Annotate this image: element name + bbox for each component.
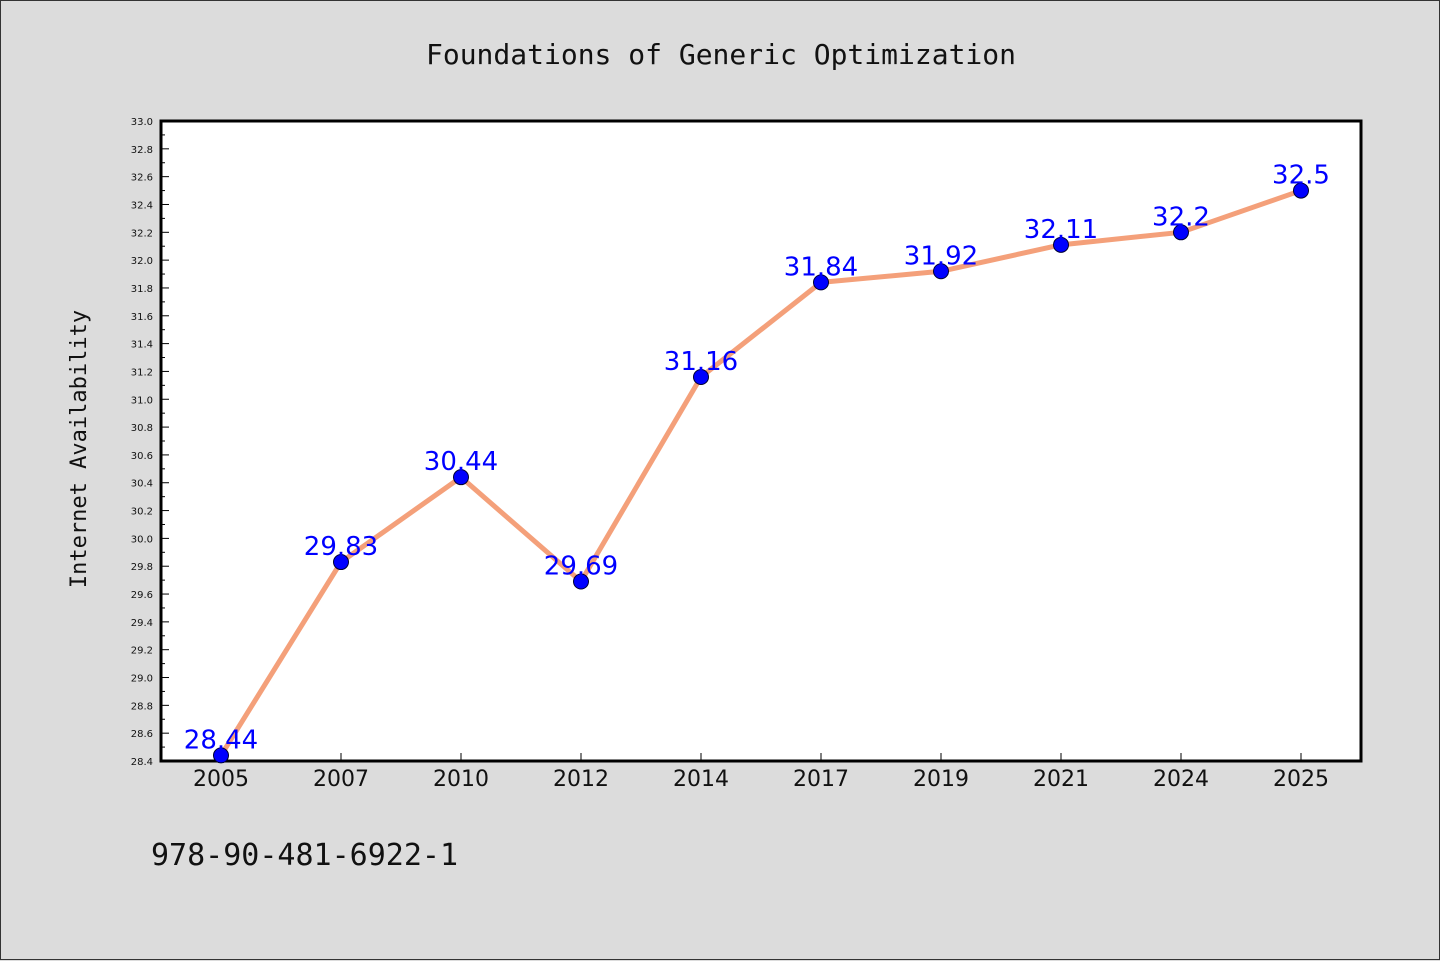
data-point	[813, 274, 829, 291]
y-tick-label: 32.2	[131, 228, 153, 239]
y-tick-label: 30.2	[131, 507, 153, 518]
y-tick-label: 30.0	[131, 534, 153, 545]
data-point	[1293, 182, 1309, 199]
data-point	[693, 369, 709, 385]
y-tick-label: 28.4	[131, 757, 153, 768]
y-tick-label: 32.6	[131, 173, 153, 184]
y-tick-label: 33.0	[131, 117, 153, 128]
data-point	[213, 747, 229, 764]
y-tick-label: 30.6	[131, 451, 153, 462]
x-tick-label: 2007	[313, 767, 369, 792]
x-axis: 2005 2007 2010 2012 2014 2017 2019 2021 2024 2025	[193, 753, 1329, 792]
x-tick-label: 2010	[433, 767, 489, 792]
x-tick-label: 2025	[1273, 767, 1329, 792]
y-tick-label: 31.4	[131, 340, 153, 351]
data-point	[333, 554, 349, 571]
data-label: 31.16	[664, 347, 738, 377]
chart-title: Foundations of Generic Optimization	[426, 38, 1016, 71]
y-tick-label: 32.4	[131, 200, 153, 211]
data-label: 29.69	[544, 552, 618, 582]
data-label: 32.11	[1024, 215, 1098, 245]
isbn-footer: 978-90-481-6922-1	[151, 838, 458, 873]
x-tick-label: 2014	[673, 767, 729, 792]
y-tick-label: 32.8	[131, 145, 153, 156]
data-point	[933, 263, 949, 280]
y-tick-label: 28.8	[131, 701, 153, 712]
x-tick-label: 2017	[793, 767, 849, 792]
data-point	[453, 469, 469, 486]
data-point	[573, 573, 589, 590]
series-line	[218, 188, 1302, 757]
x-tick-label: 2021	[1033, 767, 1089, 792]
series	[213, 182, 1309, 764]
data-point	[1053, 236, 1069, 253]
y-axis-label: Internet Availability	[67, 310, 92, 588]
y-tick-label: 31.0	[131, 395, 153, 406]
x-tick-label: 2012	[553, 767, 609, 792]
data-label: 30.44	[424, 447, 498, 477]
y-axis: 28.4 28.6 28.8 29.0 29.2 29.4 29.6 29.8 30.0 30.2…	[131, 117, 169, 768]
y-tick-label: 32.0	[131, 256, 153, 267]
y-tick-label: 31.8	[131, 284, 153, 295]
y-tick-label: 29.6	[131, 590, 153, 601]
data-label: 28.44	[184, 725, 258, 755]
data-point	[1173, 224, 1189, 241]
y-tick-label: 29.4	[131, 618, 153, 629]
y-tick-label: 29.0	[131, 674, 153, 685]
data-label: 32.5	[1272, 161, 1330, 191]
y-tick-label: 28.6	[131, 729, 153, 740]
data-label: 32.2	[1152, 202, 1210, 232]
y-tick-label: 31.2	[131, 367, 153, 378]
y-tick-label: 29.8	[131, 562, 153, 573]
data-label: 31.84	[784, 252, 858, 282]
data-labels: 28.44 29.83 30.44 29.69 31.16 31.84 31.92 32.11…	[184, 161, 1330, 756]
x-tick-label: 2019	[913, 767, 969, 792]
x-tick-label: 2024	[1153, 767, 1209, 792]
data-label: 29.83	[304, 532, 378, 562]
x-tick-label: 2005	[193, 767, 249, 792]
data-label: 31.92	[904, 241, 978, 271]
plot-area	[159, 119, 1363, 763]
y-tick-label: 30.4	[131, 479, 153, 490]
y-tick-label: 31.6	[131, 312, 153, 323]
y-tick-label: 30.8	[131, 423, 153, 434]
y-tick-label: 29.2	[131, 646, 153, 657]
